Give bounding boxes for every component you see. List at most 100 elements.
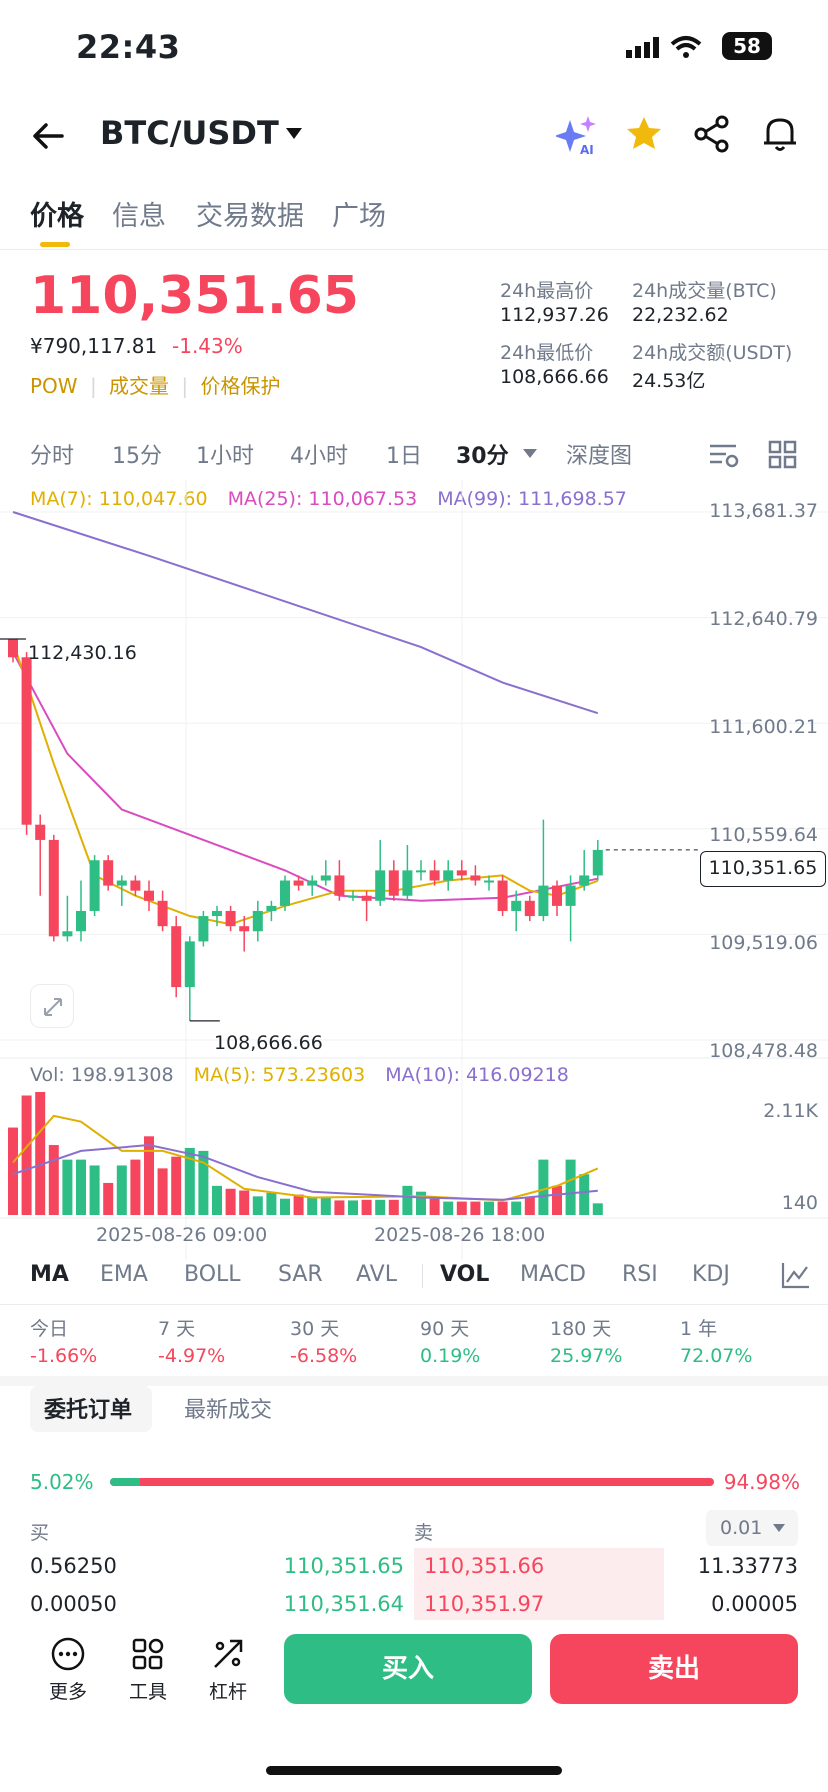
tab-square[interactable]: 广场: [332, 201, 386, 232]
volume-bar: [116, 1165, 127, 1215]
volume-bar: [579, 1174, 590, 1215]
bid-qty: 0.00050: [30, 1592, 117, 1616]
stat-low: 108,666.66: [500, 366, 609, 388]
volume-bar: [484, 1201, 494, 1215]
indicator-vol[interactable]: VOL: [440, 1262, 490, 1287]
share-icon[interactable]: [692, 114, 732, 154]
back-arrow-icon[interactable]: [30, 118, 66, 154]
volume-bar: [198, 1150, 209, 1215]
interval-30m[interactable]: 30分: [456, 444, 509, 469]
sell-button[interactable]: 卖出: [550, 1634, 798, 1704]
leverage-button[interactable]: 杠杆: [198, 1636, 258, 1704]
price-axis-label: 112,640.79: [709, 608, 818, 630]
chart-settings-icon[interactable]: [708, 440, 740, 470]
tab-price[interactable]: 价格: [30, 201, 84, 232]
indicator-sar[interactable]: SAR: [278, 1262, 323, 1287]
main-tabs: 价格 信息 交易数据 广场: [0, 190, 828, 250]
candle-body: [388, 870, 399, 896]
tag-price-protect[interactable]: 价格保护: [200, 374, 281, 398]
sell-ratio: 94.98%: [723, 1470, 800, 1494]
volume-legend: Vol: 198.91308 MA(5): 573.23603 MA(10): …: [30, 1064, 569, 1086]
price-axis-label: 108,478.48: [709, 1040, 818, 1062]
tools-button[interactable]: 工具: [118, 1636, 178, 1704]
bid-price[interactable]: 110,351.65: [283, 1554, 404, 1578]
price-axis-label: 110,559.64: [709, 824, 818, 846]
ask-depth-bar: [414, 1548, 664, 1586]
candle-body: [456, 870, 467, 876]
indicator-avl[interactable]: AVL: [356, 1262, 397, 1287]
volume-bar: [8, 1127, 18, 1215]
bid-price[interactable]: 110,351.64: [283, 1592, 404, 1616]
volume-bar: [470, 1201, 481, 1215]
tab-recent-trades[interactable]: 最新成交: [184, 1398, 273, 1423]
indicator-kdj[interactable]: KDJ: [692, 1262, 730, 1287]
book-tab-active-bg: [30, 1386, 152, 1432]
fullscreen-button[interactable]: [30, 984, 74, 1028]
candlestick-chart[interactable]: [0, 480, 828, 1260]
volume-bar: [511, 1201, 522, 1215]
volume-bar: [212, 1185, 222, 1215]
volume-bar: [375, 1199, 386, 1215]
more-button[interactable]: 更多: [38, 1636, 98, 1704]
notification-bell-icon[interactable]: [760, 114, 800, 154]
leverage-label: 杠杆: [208, 1681, 247, 1703]
tag-volume[interactable]: 成交量: [109, 374, 170, 398]
stat-low-label: 24h最低价: [500, 342, 594, 364]
candle-body: [320, 875, 331, 881]
candle-body: [116, 880, 127, 886]
candle-body: [552, 885, 562, 906]
indicator-settings-icon[interactable]: [780, 1260, 812, 1290]
ai-sparkle-icon[interactable]: AI: [556, 114, 600, 158]
interval-line[interactable]: 分时: [30, 444, 75, 469]
tag-row: POW | 成交量 | 价格保护: [30, 374, 281, 398]
interval-1d[interactable]: 1日: [386, 444, 422, 469]
indicator-ema[interactable]: EMA: [100, 1262, 148, 1287]
interval-4h[interactable]: 4小时: [290, 444, 348, 469]
precision-select[interactable]: 0.01: [706, 1510, 798, 1546]
tab-info[interactable]: 信息: [112, 201, 166, 232]
candle-body: [307, 880, 318, 886]
order-row[interactable]: 0.00050 110,351.64 110,351.97 0.00005: [0, 1586, 828, 1624]
volume-bar: [361, 1199, 372, 1215]
indicator-rsi[interactable]: RSI: [622, 1262, 658, 1287]
tab-order-book[interactable]: 委托订单: [44, 1398, 133, 1423]
volume-bar: [388, 1199, 399, 1215]
tools-grid-icon: [132, 1638, 164, 1670]
dropdown-caret-icon[interactable]: [284, 126, 304, 142]
candle-body: [565, 885, 576, 906]
volume-bar: [62, 1159, 73, 1215]
buy-button[interactable]: 买入: [284, 1634, 532, 1704]
divider: [0, 1304, 828, 1305]
tag-pow[interactable]: POW: [30, 374, 78, 398]
interval-depth[interactable]: 深度图: [566, 444, 633, 469]
more-label: 更多: [48, 1681, 87, 1703]
ask-price[interactable]: 110,351.97: [424, 1592, 545, 1616]
precision-value: 0.01: [720, 1517, 763, 1539]
stat-high-label: 24h最高价: [500, 280, 594, 302]
candle-body: [348, 895, 358, 898]
tab-trading-data[interactable]: 交易数据: [196, 201, 304, 232]
volume-bar: [171, 1156, 182, 1215]
interval-1h[interactable]: 1小时: [196, 444, 254, 469]
svg-text:AI: AI: [580, 143, 594, 157]
interval-15m[interactable]: 15分: [112, 444, 162, 469]
indicator-macd[interactable]: MACD: [520, 1262, 586, 1287]
indicator-ma[interactable]: MA: [30, 1262, 69, 1287]
favorite-star-icon[interactable]: [624, 114, 664, 154]
layout-grid-icon[interactable]: [768, 440, 798, 470]
volume-bar: [348, 1200, 358, 1215]
volume-bar: [307, 1197, 318, 1215]
volume-bar: [144, 1136, 154, 1215]
candle-body: [8, 638, 18, 658]
indicator-boll[interactable]: BOLL: [184, 1262, 241, 1287]
order-row[interactable]: 0.56250 110,351.65 110,351.66 11.33773: [0, 1548, 828, 1586]
candle-body: [429, 870, 440, 881]
pair-title[interactable]: BTC/USDT: [100, 114, 279, 152]
ma99-legend: MA(99): 111,698.57: [437, 488, 627, 510]
interval-caret-icon[interactable]: [522, 448, 538, 460]
volume-bar: [592, 1203, 603, 1215]
ask-qty: 0.00005: [711, 1592, 798, 1616]
stat-vol-btc: 22,232.62: [632, 304, 729, 326]
ask-price[interactable]: 110,351.66: [424, 1554, 545, 1578]
vol-ma10-legend: MA(10): 416.09218: [385, 1064, 569, 1086]
